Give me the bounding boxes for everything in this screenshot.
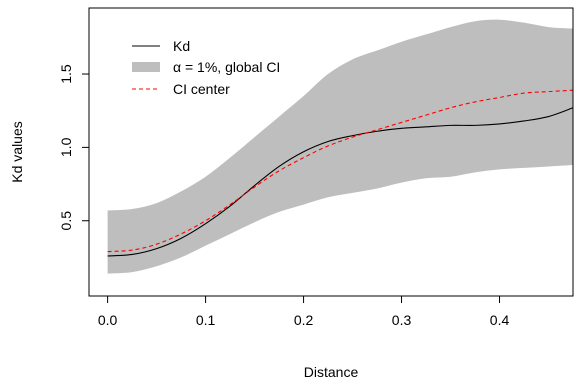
x-axis-label: Distance [304,364,359,380]
legend: Kd α = 1%, global CI CI center [132,38,280,97]
x-tick-label: 0.2 [294,312,314,328]
series-line-ci-center [107,89,574,253]
series-line-kd [107,107,574,257]
legend-label: CI center [173,81,230,97]
x-tick-label: 0.3 [392,312,412,328]
legend-label: α = 1%, global CI [173,59,280,75]
x-tick-label: 0.0 [98,312,118,328]
x-tick-label: 0.4 [490,312,510,328]
x-axis: 0.0 0.1 0.2 0.3 0.4 [98,295,510,328]
y-tick-label: 1.0 [58,137,74,157]
y-tick-label: 0.5 [58,211,74,231]
y-tick-label: 1.5 [58,64,74,84]
plot-region [107,19,574,274]
x-tick-label: 0.1 [196,312,216,328]
y-axis: 0.5 1.0 1.5 [58,64,90,231]
legend-label: Kd [173,38,190,54]
y-axis-label: Kd values [9,121,25,182]
